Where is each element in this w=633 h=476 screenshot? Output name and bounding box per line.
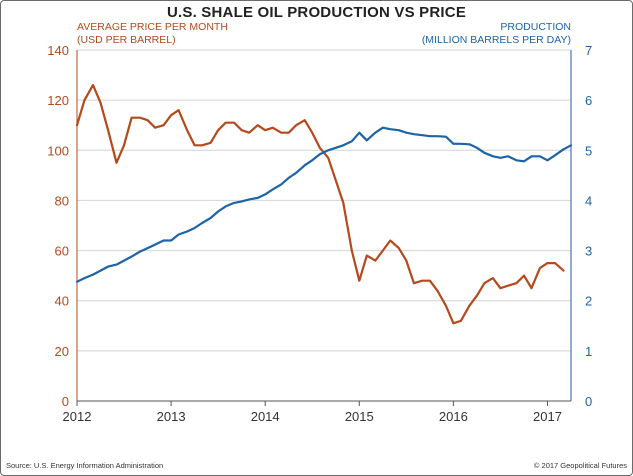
price-series-line: [75, 83, 565, 325]
left-tick-label: 0: [62, 394, 69, 409]
right-tick-label: 7: [585, 43, 592, 58]
x-tick-label: 2014: [251, 409, 280, 424]
right-tick-label: 5: [585, 143, 592, 158]
left-tick-label: 140: [47, 43, 69, 58]
axes: [76, 50, 572, 406]
chart-title: U.S. SHALE OIL PRODUCTION VS PRICE: [166, 4, 467, 21]
x-tick-label: 2015: [345, 409, 374, 424]
left-axis-label-line2: (USD PER BARREL): [77, 34, 176, 46]
right-axis-label: PRODUCTION (MILLION BARRELS PER DAY): [422, 21, 571, 47]
right-tick-label: 0: [585, 394, 592, 409]
production-series-line: [75, 126, 573, 283]
right-axis-label-line2: (MILLION BARRELS PER DAY): [421, 34, 571, 46]
right-tick-label: 1: [585, 344, 592, 359]
left-tick-label: 120: [47, 93, 69, 108]
copyright-note: © 2017 Geopolitical Futures: [533, 461, 627, 470]
left-tick-label: 100: [47, 143, 69, 158]
right-tick-label: 2: [585, 294, 592, 309]
tick-labels: 0 20 40 60 80 100 120 140 0 1 2 3 4 5 6 7 2012 2013 2014 20…: [47, 43, 592, 424]
x-tick-label: 2012: [63, 409, 92, 424]
x-tick-label: 2017: [533, 409, 562, 424]
right-axis-label-line1: PRODUCTION: [500, 21, 571, 33]
x-tick-label: 2013: [157, 409, 186, 424]
left-tick-label: 20: [55, 344, 69, 359]
left-tick-label: 60: [55, 244, 69, 259]
grid-lines: [77, 49, 571, 352]
left-tick-label: 40: [55, 294, 69, 309]
series-lines: [75, 83, 573, 325]
right-tick-label: 4: [585, 193, 592, 208]
left-axis-label-line1: AVERAGE PRICE PER MONTH: [77, 21, 228, 33]
source-note: Source: U.S. Energy Information Administ…: [6, 461, 164, 470]
right-tick-label: 6: [585, 93, 592, 108]
left-tick-label: 80: [55, 193, 69, 208]
x-tick-label: 2016: [439, 409, 468, 424]
left-axis-label: AVERAGE PRICE PER MONTH (USD PER BARREL): [77, 21, 228, 47]
right-tick-label: 3: [585, 244, 592, 259]
